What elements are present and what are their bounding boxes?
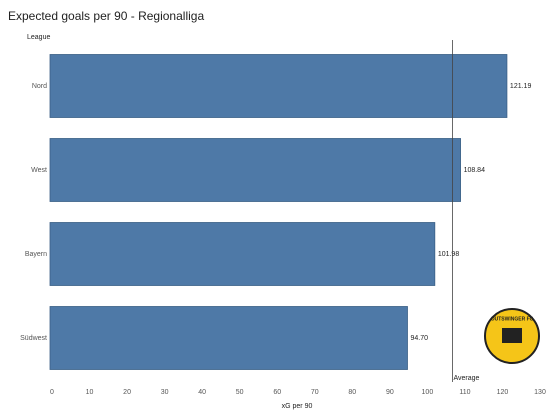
x-tick-label: 30 [161, 389, 169, 396]
x-tick-label: 20 [123, 389, 131, 396]
x-tick-label: 110 [459, 389, 470, 396]
x-tick-label: 0 [50, 389, 54, 396]
x-axis-label: xG per 90 [282, 403, 313, 410]
bar [49, 54, 508, 118]
chart-title: Expected goals per 90 - Regionalliga [8, 9, 204, 23]
bar [49, 222, 436, 286]
value-label: 94.70 [410, 335, 428, 342]
category-label: Bayern [25, 251, 47, 258]
value-label: 108.84 [464, 167, 486, 174]
bar [49, 306, 408, 370]
logo-icon [502, 328, 522, 343]
logo: OUTSWINGER FC [484, 308, 540, 364]
x-tick-label: 90 [386, 389, 394, 396]
logo-text: OUTSWINGER FC [491, 316, 534, 322]
x-tick-label: 10 [86, 389, 94, 396]
category-label: West [31, 167, 47, 174]
value-label: 121.19 [510, 83, 532, 90]
y-axis-label: League [27, 34, 50, 41]
x-tick-label: 80 [348, 389, 356, 396]
x-tick-label: 50 [236, 389, 244, 396]
category-label: Südwest [20, 335, 47, 342]
x-tick-label: 100 [422, 389, 434, 396]
x-tick-label: 60 [273, 389, 281, 396]
bar [49, 138, 461, 202]
value-label: 101.98 [438, 251, 460, 258]
x-tick-label: 40 [198, 389, 206, 396]
x-tick-label: 120 [497, 389, 509, 396]
x-tick-label: 70 [311, 389, 319, 396]
x-tick-label: 130 [534, 389, 546, 396]
category-label: Nord [32, 83, 47, 90]
reference-label: Average [453, 375, 479, 382]
